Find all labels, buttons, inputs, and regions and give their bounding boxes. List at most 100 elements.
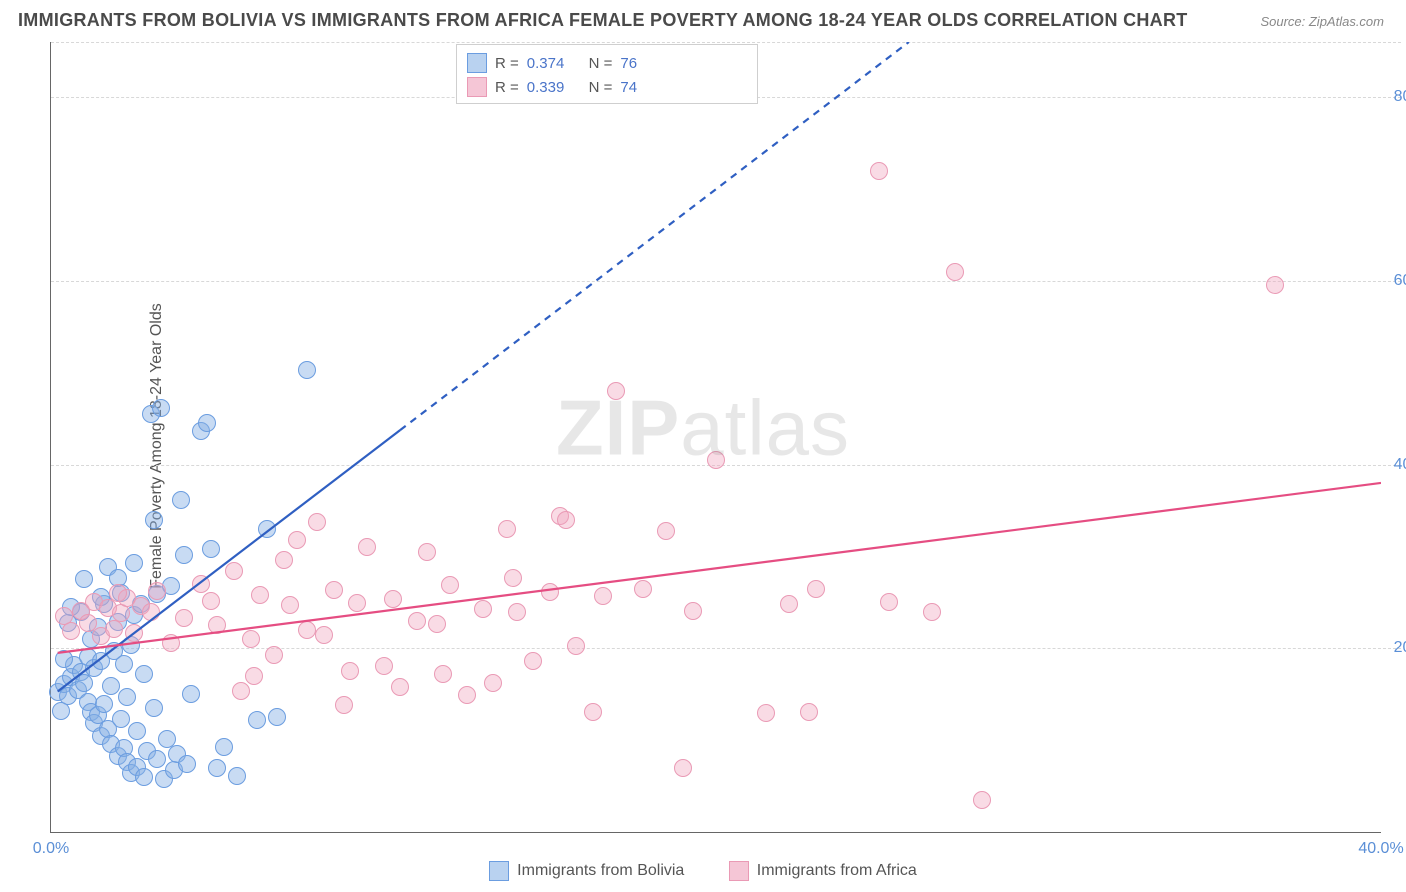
scatter-point-africa <box>281 596 299 614</box>
scatter-point-africa <box>242 630 260 648</box>
scatter-point-africa <box>384 590 402 608</box>
scatter-point-bolivia <box>208 759 226 777</box>
scatter-point-africa <box>142 603 160 621</box>
scatter-point-bolivia <box>258 520 276 538</box>
scatter-point-bolivia <box>198 414 216 432</box>
n-label: N = <box>589 55 613 72</box>
scatter-point-africa <box>428 615 446 633</box>
scatter-point-africa <box>265 646 283 664</box>
scatter-point-africa <box>434 665 452 683</box>
scatter-point-africa <box>112 604 130 622</box>
scatter-point-africa <box>341 662 359 680</box>
scatter-point-bolivia <box>228 767 246 785</box>
scatter-point-africa <box>484 674 502 692</box>
scatter-point-africa <box>946 263 964 281</box>
scatter-point-africa <box>225 562 243 580</box>
scatter-point-africa <box>567 637 585 655</box>
scatter-point-africa <box>498 520 516 538</box>
series-legend: Immigrants from Bolivia Immigrants from … <box>0 861 1406 886</box>
scatter-point-bolivia <box>52 702 70 720</box>
scatter-point-bolivia <box>145 699 163 717</box>
scatter-point-africa <box>441 576 459 594</box>
scatter-point-africa <box>288 531 306 549</box>
scatter-point-africa <box>125 624 143 642</box>
scatter-point-africa <box>800 703 818 721</box>
legend-row-africa: R = 0.339 N = 74 <box>467 75 747 99</box>
scatter-point-africa <box>245 667 263 685</box>
scatter-point-bolivia <box>248 711 266 729</box>
scatter-point-africa <box>504 569 522 587</box>
scatter-point-africa <box>541 583 559 601</box>
scatter-point-africa <box>251 586 269 604</box>
n-value-bolivia: 76 <box>620 55 637 72</box>
scatter-point-bolivia <box>102 677 120 695</box>
scatter-point-africa <box>391 678 409 696</box>
scatter-point-africa <box>315 626 333 644</box>
swatch-africa <box>467 77 487 97</box>
scatter-point-africa <box>298 621 316 639</box>
ytick-label: 20.0% <box>1394 639 1406 657</box>
trend-line-africa-solid <box>58 483 1381 653</box>
scatter-point-africa <box>870 162 888 180</box>
ytick-label: 60.0% <box>1394 272 1406 290</box>
scatter-point-africa <box>162 634 180 652</box>
chart-title: IMMIGRANTS FROM BOLIVIA VS IMMIGRANTS FR… <box>18 10 1188 31</box>
scatter-point-bolivia <box>215 738 233 756</box>
scatter-point-africa <box>202 592 220 610</box>
scatter-point-africa <box>594 587 612 605</box>
scatter-point-africa <box>524 652 542 670</box>
scatter-point-africa <box>557 511 575 529</box>
scatter-point-africa <box>105 620 123 638</box>
scatter-point-bolivia <box>148 750 166 768</box>
scatter-point-bolivia <box>175 546 193 564</box>
scatter-point-africa <box>148 582 166 600</box>
scatter-point-africa <box>807 580 825 598</box>
source-attribution: Source: ZipAtlas.com <box>1260 14 1384 29</box>
legend-label-africa: Immigrants from Africa <box>757 862 917 880</box>
gridline <box>51 281 1401 282</box>
legend-label-bolivia: Immigrants from Bolivia <box>517 862 684 880</box>
scatter-point-africa <box>757 704 775 722</box>
scatter-point-africa <box>684 602 702 620</box>
scatter-point-africa <box>707 451 725 469</box>
xtick-label: 0.0% <box>33 840 69 858</box>
ytick-label: 80.0% <box>1394 88 1406 106</box>
scatter-point-bolivia <box>152 399 170 417</box>
scatter-point-africa <box>232 682 250 700</box>
r-value-bolivia: 0.374 <box>527 55 565 72</box>
scatter-point-bolivia <box>145 511 163 529</box>
legend-row-bolivia: R = 0.374 N = 76 <box>467 51 747 75</box>
scatter-point-africa <box>584 703 602 721</box>
gridline <box>51 42 1401 43</box>
scatter-point-africa <box>973 791 991 809</box>
scatter-point-africa <box>208 616 226 634</box>
scatter-point-bolivia <box>172 491 190 509</box>
scatter-plot-area: 20.0%40.0%60.0%80.0%0.0%40.0% <box>50 42 1381 833</box>
scatter-point-africa <box>175 609 193 627</box>
scatter-point-bolivia <box>75 570 93 588</box>
scatter-point-bolivia <box>112 710 130 728</box>
r-label: R = <box>495 55 519 72</box>
ytick-label: 40.0% <box>1394 456 1406 474</box>
scatter-point-africa <box>308 513 326 531</box>
scatter-point-bolivia <box>202 540 220 558</box>
scatter-point-africa <box>634 580 652 598</box>
scatter-point-africa <box>418 543 436 561</box>
scatter-point-africa <box>375 657 393 675</box>
scatter-point-bolivia <box>115 655 133 673</box>
legend-item-africa: Immigrants from Africa <box>729 861 917 881</box>
gridline <box>51 648 1401 649</box>
scatter-point-africa <box>607 382 625 400</box>
scatter-point-africa <box>408 612 426 630</box>
scatter-point-africa <box>335 696 353 714</box>
source-label: Source: <box>1260 14 1308 29</box>
scatter-point-bolivia <box>118 688 136 706</box>
scatter-point-bolivia <box>135 768 153 786</box>
scatter-point-africa <box>458 686 476 704</box>
scatter-point-africa <box>358 538 376 556</box>
source-value: ZipAtlas.com <box>1309 14 1384 29</box>
scatter-point-bolivia <box>178 755 196 773</box>
scatter-point-africa <box>192 575 210 593</box>
swatch-bolivia <box>467 53 487 73</box>
scatter-point-africa <box>62 622 80 640</box>
